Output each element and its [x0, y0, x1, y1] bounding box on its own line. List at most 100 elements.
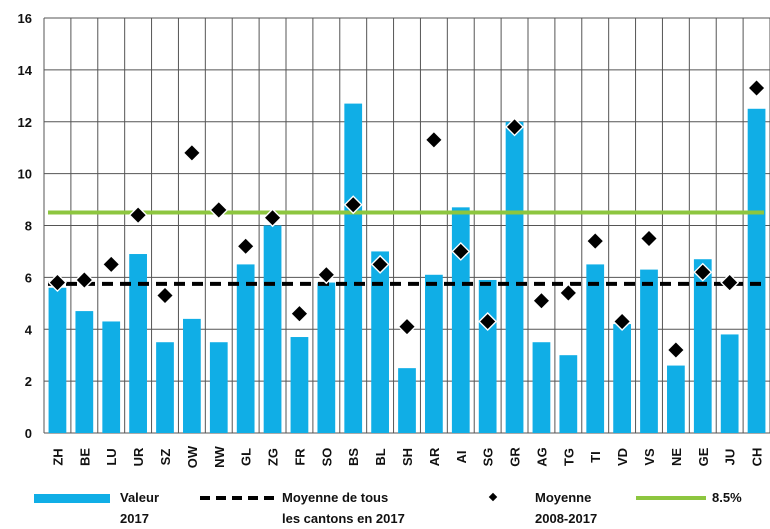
x-tick-label: CH: [750, 448, 765, 467]
marker-ar: [424, 130, 444, 150]
bar-zg: [263, 225, 282, 433]
bar-gl: [236, 264, 255, 433]
x-tick-label: VS: [642, 448, 657, 466]
legend-label-dashed-1: Moyenne de tous: [282, 490, 388, 505]
bar-zh: [48, 287, 67, 433]
bar-so: [317, 282, 336, 433]
x-tick-label: GE: [696, 447, 711, 466]
x-tick-label: TI: [588, 451, 603, 463]
x-tick-label: JU: [723, 449, 738, 466]
marker-ag: [531, 291, 551, 311]
bar-ur: [129, 254, 147, 433]
legend-item-bar: Valeur 2017: [34, 490, 159, 526]
marker-gl: [236, 236, 256, 256]
bar-ag: [532, 342, 551, 433]
bars: [48, 103, 766, 433]
bar-bl: [371, 251, 389, 433]
bar-ge: [693, 259, 712, 433]
y-tick-label: 12: [18, 115, 32, 130]
bar-ch: [747, 108, 766, 433]
y-tick-label: 10: [18, 167, 32, 182]
marker-ju: [720, 273, 740, 293]
bar-vs: [640, 269, 658, 433]
x-tick-label: SZ: [158, 449, 173, 466]
bar-ar: [425, 274, 443, 433]
marker-vs: [639, 228, 659, 248]
marker-zg: [263, 208, 283, 228]
marker-zh: [47, 273, 67, 293]
x-tick-label: GR: [508, 447, 523, 467]
marker-ur: [128, 205, 148, 225]
x-tick-label: ZH: [50, 448, 65, 465]
bar-vd: [613, 324, 631, 433]
x-tick-label: FR: [292, 448, 307, 466]
x-axis-ticks: ZH BE LU UR SZ OW NW GL ZG FR SO BS BL SH AR AI SG GR AG TG…: [50, 445, 764, 468]
x-tick-label: VD: [615, 448, 630, 466]
x-tick-label: SO: [319, 448, 334, 467]
marker-so: [316, 265, 336, 285]
y-tick-label: 8: [25, 219, 32, 234]
x-tick-label: TG: [561, 448, 576, 466]
legend-label-dashed-2: les cantons en 2017: [282, 511, 405, 526]
x-tick-label: BE: [77, 448, 92, 466]
marker-bl: [370, 254, 390, 274]
x-tick-label: AG: [534, 447, 549, 467]
bar-tg: [559, 355, 578, 433]
legend-label-marker-1: Moyenne: [535, 490, 591, 505]
y-tick-label: 0: [25, 426, 32, 441]
reference-lines: [48, 210, 764, 286]
grid: [43, 17, 770, 434]
marker-ti: [585, 231, 605, 251]
marker-be: [74, 270, 94, 290]
marker-fr: [289, 304, 309, 324]
marker-tg: [558, 283, 578, 303]
y-tick-label: 6: [25, 270, 32, 285]
legend-item-dashed: Moyenne de tous les cantons en 2017: [200, 490, 405, 526]
bar-fr: [290, 337, 309, 433]
x-tick-label: AR: [427, 447, 442, 466]
y-tick-label: 16: [18, 11, 32, 26]
x-tick-label: LU: [104, 448, 119, 465]
marker-ne: [666, 340, 686, 360]
x-tick-label: SH: [400, 448, 415, 466]
marker-bs: [343, 195, 363, 215]
x-tick-label: ZG: [266, 448, 281, 466]
marker-vd: [612, 311, 632, 331]
x-tick-label: BS: [346, 448, 361, 466]
y-tick-label: 2: [25, 374, 32, 389]
marker-sh: [397, 317, 417, 337]
x-tick-label: OW: [185, 445, 200, 468]
marker-ai: [451, 241, 471, 261]
legend-swatch-marker: [488, 492, 498, 502]
marker-sz: [155, 286, 175, 306]
x-tick-label: SG: [481, 448, 496, 467]
legend-label-marker-2: 2008-2017: [535, 511, 597, 526]
bar-ow: [183, 318, 201, 433]
markers: [47, 78, 767, 360]
y-tick-label: 4: [25, 322, 33, 337]
x-tick-label: NW: [212, 445, 227, 467]
marker-ow: [182, 143, 202, 163]
x-tick-label: AI: [454, 451, 469, 464]
legend-item-green: 8.5%: [636, 490, 742, 505]
legend-label-bar-2: 2017: [120, 511, 149, 526]
bar-bs: [344, 103, 363, 433]
y-axis-ticks: 0 2 4 6 8 10 12 14 16: [18, 11, 33, 441]
marker-gr: [505, 117, 525, 137]
bar-sh: [398, 368, 416, 433]
bar-sg: [478, 279, 497, 433]
marker-lu: [101, 254, 121, 274]
legend-item-marker: Moyenne 2008-2017: [488, 490, 597, 526]
legend-label-bar-1: Valeur: [120, 490, 159, 505]
bar-sz: [156, 342, 174, 433]
marker-sg: [478, 311, 498, 331]
legend-label-green: 8.5%: [712, 490, 742, 505]
marker-nw: [209, 200, 229, 220]
bar-be: [75, 311, 94, 433]
x-tick-label: BL: [373, 448, 388, 465]
bar-gr: [505, 121, 524, 433]
bar-ai: [451, 207, 470, 433]
bar-lu: [102, 321, 121, 433]
y-tick-label: 14: [18, 63, 33, 78]
bar-ju: [720, 334, 739, 433]
